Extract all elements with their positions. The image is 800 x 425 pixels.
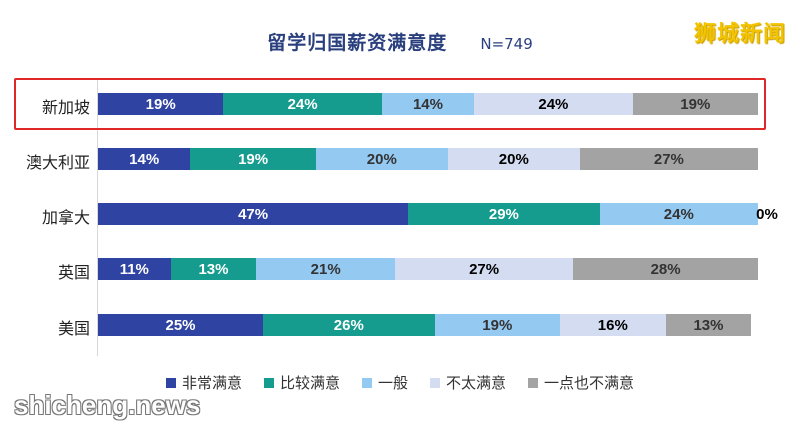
category-label: 加拿大 (41, 208, 90, 227)
data-label: 21% (310, 260, 341, 278)
data-label: 13% (693, 316, 724, 334)
category-label: 美国 (57, 319, 90, 338)
legend-swatch (263, 377, 274, 388)
bar-segment: 25% (98, 314, 263, 336)
legend-swatch (528, 377, 539, 388)
data-label: 14% (129, 150, 160, 168)
bar-segment: 24% (474, 93, 633, 115)
brand-logo: 狮城新闻 (693, 22, 786, 47)
data-label: 16% (597, 316, 628, 334)
bar-segment: 16% (560, 314, 666, 336)
data-label: 47% (238, 205, 269, 223)
data-label: 13% (198, 260, 229, 278)
bar-segment: 19% (632, 93, 758, 115)
data-label: 29% (488, 205, 519, 223)
category-axis-line (97, 80, 98, 356)
legend-item: 非常满意 (165, 372, 242, 393)
legend-label: 一般 (377, 374, 408, 392)
category-label: 澳大利亚 (25, 153, 90, 172)
bar-segment: 11% (98, 258, 171, 280)
bar-segment: 19% (190, 148, 316, 170)
legend: 非常满意 比较满意 一般 不太满意 一点也不满意 (0, 372, 800, 393)
data-label: 24% (663, 205, 694, 223)
bar-segment: 28% (573, 258, 758, 280)
bar-segment: 13% (170, 258, 257, 280)
data-label: 27% (469, 260, 500, 278)
legend-item: 不太满意 (430, 372, 506, 393)
data-label: 0% (756, 205, 778, 223)
data-label: 19% (680, 95, 711, 113)
bar-segment: 14% (98, 148, 191, 170)
data-label: 20% (498, 150, 529, 168)
bar-segment: 27% (395, 258, 574, 280)
bar-segment: 14% (381, 93, 475, 115)
legend-swatch (430, 377, 440, 388)
legend-swatch (165, 377, 176, 388)
legend-swatch (361, 377, 372, 388)
bar-segment: 24% (599, 203, 758, 225)
chart-title-row: 留学归国薪资满意度 N=749 (0, 28, 800, 55)
data-label: 26% (333, 316, 364, 334)
data-label: 14% (412, 95, 443, 113)
data-label: 28% (650, 260, 681, 278)
legend-label: 一点也不满意 (544, 374, 635, 392)
data-label: 24% (538, 95, 569, 113)
data-label: 19% (482, 316, 513, 334)
legend-label: 比较满意 (279, 374, 340, 392)
data-label: 19% (238, 150, 269, 168)
bar-segment: 19% (98, 93, 224, 115)
bar-segment: 26% (263, 314, 435, 336)
data-label: 11% (119, 260, 149, 278)
legend-item: 一点也不满意 (528, 372, 634, 393)
data-label: 20% (366, 150, 397, 168)
bar-segment: 27% (579, 148, 758, 170)
data-label: 24% (287, 95, 318, 113)
chart-title: 留学归国薪资满意度 (267, 32, 448, 54)
legend-item: 比较满意 (263, 372, 340, 393)
legend-item: 一般 (361, 372, 408, 393)
data-label: 27% (653, 150, 684, 168)
bar-segment: 29% (408, 203, 600, 225)
bar-segment: 20% (447, 148, 580, 170)
bar-segment: 21% (256, 258, 395, 280)
highlight-box (14, 78, 766, 130)
legend-label: 非常满意 (181, 374, 242, 392)
data-label: 25% (165, 316, 196, 334)
bar-segment: 24% (223, 93, 382, 115)
legend-label: 不太满意 (446, 374, 507, 392)
data-label: 19% (145, 95, 176, 113)
bar-segment: 20% (315, 148, 448, 170)
bar-segment: 13% (665, 314, 752, 336)
bar-segment: 47% (98, 203, 409, 225)
sample-size: N=749 (480, 35, 533, 53)
category-label: 新加坡 (41, 98, 90, 117)
watermark: shicheng.news (14, 390, 201, 420)
category-label: 英国 (57, 263, 90, 282)
bar-segment: 19% (434, 314, 560, 336)
